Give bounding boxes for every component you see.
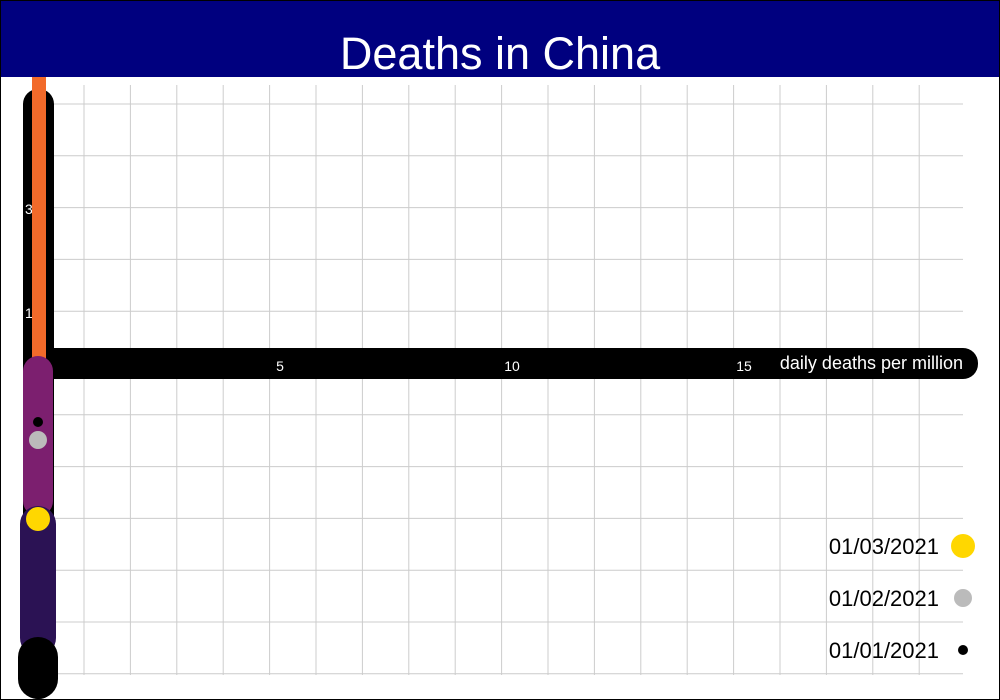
x-axis-bar bbox=[38, 348, 978, 379]
data-points bbox=[26, 417, 50, 531]
chart-title: Deaths in China bbox=[339, 28, 661, 79]
legend-marker bbox=[951, 534, 975, 558]
title-bar: Deaths in China bbox=[1, 1, 999, 79]
trail-segment-bottom bbox=[18, 637, 58, 699]
data-point bbox=[29, 431, 47, 449]
legend: 01/03/2021 01/02/2021 01/01/2021 bbox=[829, 534, 975, 663]
legend-label: 01/01/2021 bbox=[829, 638, 939, 663]
data-point bbox=[26, 507, 50, 531]
legend-label: 01/03/2021 bbox=[829, 534, 939, 559]
data-point bbox=[33, 417, 43, 427]
y-tick-label: 1 bbox=[25, 305, 33, 321]
legend-label: 01/02/2021 bbox=[829, 586, 939, 611]
x-tick-label: 5 bbox=[276, 358, 284, 374]
trail-segment-lower bbox=[20, 506, 56, 656]
x-axis-title: daily deaths per million bbox=[780, 353, 963, 373]
y-tick-label: 3 bbox=[25, 201, 33, 217]
grid bbox=[38, 85, 963, 675]
legend-marker bbox=[954, 589, 972, 607]
x-tick-label: 15 bbox=[736, 358, 752, 374]
legend-marker bbox=[958, 645, 968, 655]
trail-segment-upper bbox=[32, 77, 46, 367]
x-tick-label: 10 bbox=[504, 358, 520, 374]
